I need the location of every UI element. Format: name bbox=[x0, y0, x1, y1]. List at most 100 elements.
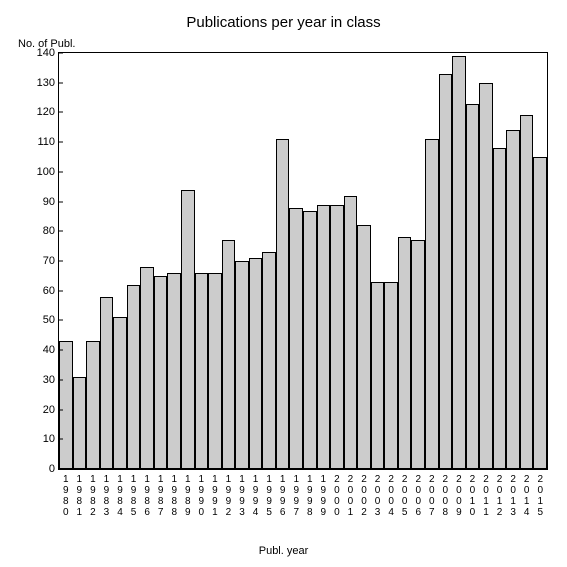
x-tick-label: 1998 bbox=[306, 474, 314, 518]
bar bbox=[411, 240, 425, 469]
bar bbox=[452, 56, 466, 469]
bar bbox=[493, 148, 507, 469]
bar bbox=[113, 317, 127, 469]
bar bbox=[371, 282, 385, 469]
chart-title: Publications per year in class bbox=[0, 14, 567, 31]
x-tick-label: 1982 bbox=[89, 474, 97, 518]
bar bbox=[384, 282, 398, 469]
y-tick-label: 70 bbox=[15, 255, 55, 267]
bar bbox=[154, 276, 168, 469]
x-tick-label: 1995 bbox=[265, 474, 273, 518]
bar bbox=[127, 285, 141, 469]
bar bbox=[344, 196, 358, 469]
x-tick-label: 2005 bbox=[401, 474, 409, 518]
x-tick-label: 2000 bbox=[333, 474, 341, 518]
y-tick-label: 80 bbox=[15, 225, 55, 237]
y-tick-mark bbox=[58, 201, 63, 202]
x-tick-label: 2007 bbox=[428, 474, 436, 518]
y-tick-label: 30 bbox=[15, 374, 55, 386]
x-tick-label: 1984 bbox=[116, 474, 124, 518]
x-tick-label: 1996 bbox=[279, 474, 287, 518]
bar bbox=[222, 240, 236, 469]
x-tick-label: 1989 bbox=[184, 474, 192, 518]
chart-container: Publications per year in class No. of Pu… bbox=[0, 0, 567, 567]
bar bbox=[289, 208, 303, 469]
bar bbox=[425, 139, 439, 469]
y-tick-mark bbox=[58, 171, 63, 172]
y-tick-label: 50 bbox=[15, 314, 55, 326]
y-tick-mark bbox=[58, 439, 63, 440]
bar bbox=[195, 273, 209, 469]
y-tick-mark bbox=[58, 290, 63, 291]
bar bbox=[276, 139, 290, 469]
bar bbox=[100, 297, 114, 469]
y-tick-mark bbox=[58, 350, 63, 351]
x-tick-label: 1985 bbox=[130, 474, 138, 518]
y-tick-mark bbox=[58, 112, 63, 113]
x-tick-label: 2004 bbox=[387, 474, 395, 518]
x-tick-label: 2008 bbox=[441, 474, 449, 518]
x-tick-label: 1983 bbox=[102, 474, 110, 518]
y-tick-label: 0 bbox=[15, 463, 55, 475]
x-tick-label: 2011 bbox=[482, 474, 490, 518]
x-tick-label: 2001 bbox=[346, 474, 354, 518]
y-tick-label: 130 bbox=[15, 77, 55, 89]
x-tick-label: 1994 bbox=[252, 474, 260, 518]
x-tick-label: 1987 bbox=[157, 474, 165, 518]
x-tick-label: 2006 bbox=[414, 474, 422, 518]
bar bbox=[140, 267, 154, 469]
x-tick-label: 1999 bbox=[319, 474, 327, 518]
y-tick-label: 60 bbox=[15, 285, 55, 297]
bar bbox=[235, 261, 249, 469]
bar bbox=[533, 157, 547, 469]
bar bbox=[86, 341, 100, 469]
y-tick-label: 110 bbox=[15, 136, 55, 148]
y-tick-label: 140 bbox=[15, 47, 55, 59]
x-tick-label: 2014 bbox=[523, 474, 531, 518]
x-tick-label: 2013 bbox=[509, 474, 517, 518]
y-tick-mark bbox=[58, 469, 63, 470]
bar bbox=[357, 225, 371, 469]
y-tick-mark bbox=[58, 379, 63, 380]
x-tick-label: 1992 bbox=[224, 474, 232, 518]
x-tick-label: 1993 bbox=[238, 474, 246, 518]
x-tick-label: 2002 bbox=[360, 474, 368, 518]
bar bbox=[303, 211, 317, 470]
y-tick-mark bbox=[58, 231, 63, 232]
y-tick-label: 100 bbox=[15, 166, 55, 178]
y-tick-mark bbox=[58, 409, 63, 410]
x-tick-label: 1997 bbox=[292, 474, 300, 518]
bar bbox=[330, 205, 344, 469]
y-tick-mark bbox=[58, 261, 63, 262]
y-tick-mark bbox=[58, 320, 63, 321]
y-tick-label: 20 bbox=[15, 404, 55, 416]
x-tick-label: 2003 bbox=[374, 474, 382, 518]
bar bbox=[506, 130, 520, 469]
y-tick-mark bbox=[58, 53, 63, 54]
x-tick-label: 1991 bbox=[211, 474, 219, 518]
x-tick-label: 2012 bbox=[496, 474, 504, 518]
x-tick-label: 1986 bbox=[143, 474, 151, 518]
bar bbox=[520, 115, 534, 469]
x-tick-label: 1988 bbox=[170, 474, 178, 518]
y-tick-mark bbox=[58, 82, 63, 83]
bar bbox=[167, 273, 181, 469]
x-tick-label: 2015 bbox=[536, 474, 544, 518]
y-tick-label: 10 bbox=[15, 433, 55, 445]
bar bbox=[249, 258, 263, 469]
bar bbox=[479, 83, 493, 469]
y-tick-label: 120 bbox=[15, 106, 55, 118]
bar bbox=[262, 252, 276, 469]
plot-area bbox=[58, 52, 548, 470]
bar bbox=[317, 205, 331, 469]
y-tick-label: 90 bbox=[15, 196, 55, 208]
bar bbox=[208, 273, 222, 469]
bar bbox=[73, 377, 87, 469]
x-axis-title: Publ. year bbox=[0, 545, 567, 557]
y-tick-label: 40 bbox=[15, 344, 55, 356]
x-tick-label: 1981 bbox=[75, 474, 83, 518]
bar bbox=[466, 104, 480, 469]
x-tick-label: 1990 bbox=[197, 474, 205, 518]
x-tick-label: 2010 bbox=[468, 474, 476, 518]
bar bbox=[398, 237, 412, 469]
